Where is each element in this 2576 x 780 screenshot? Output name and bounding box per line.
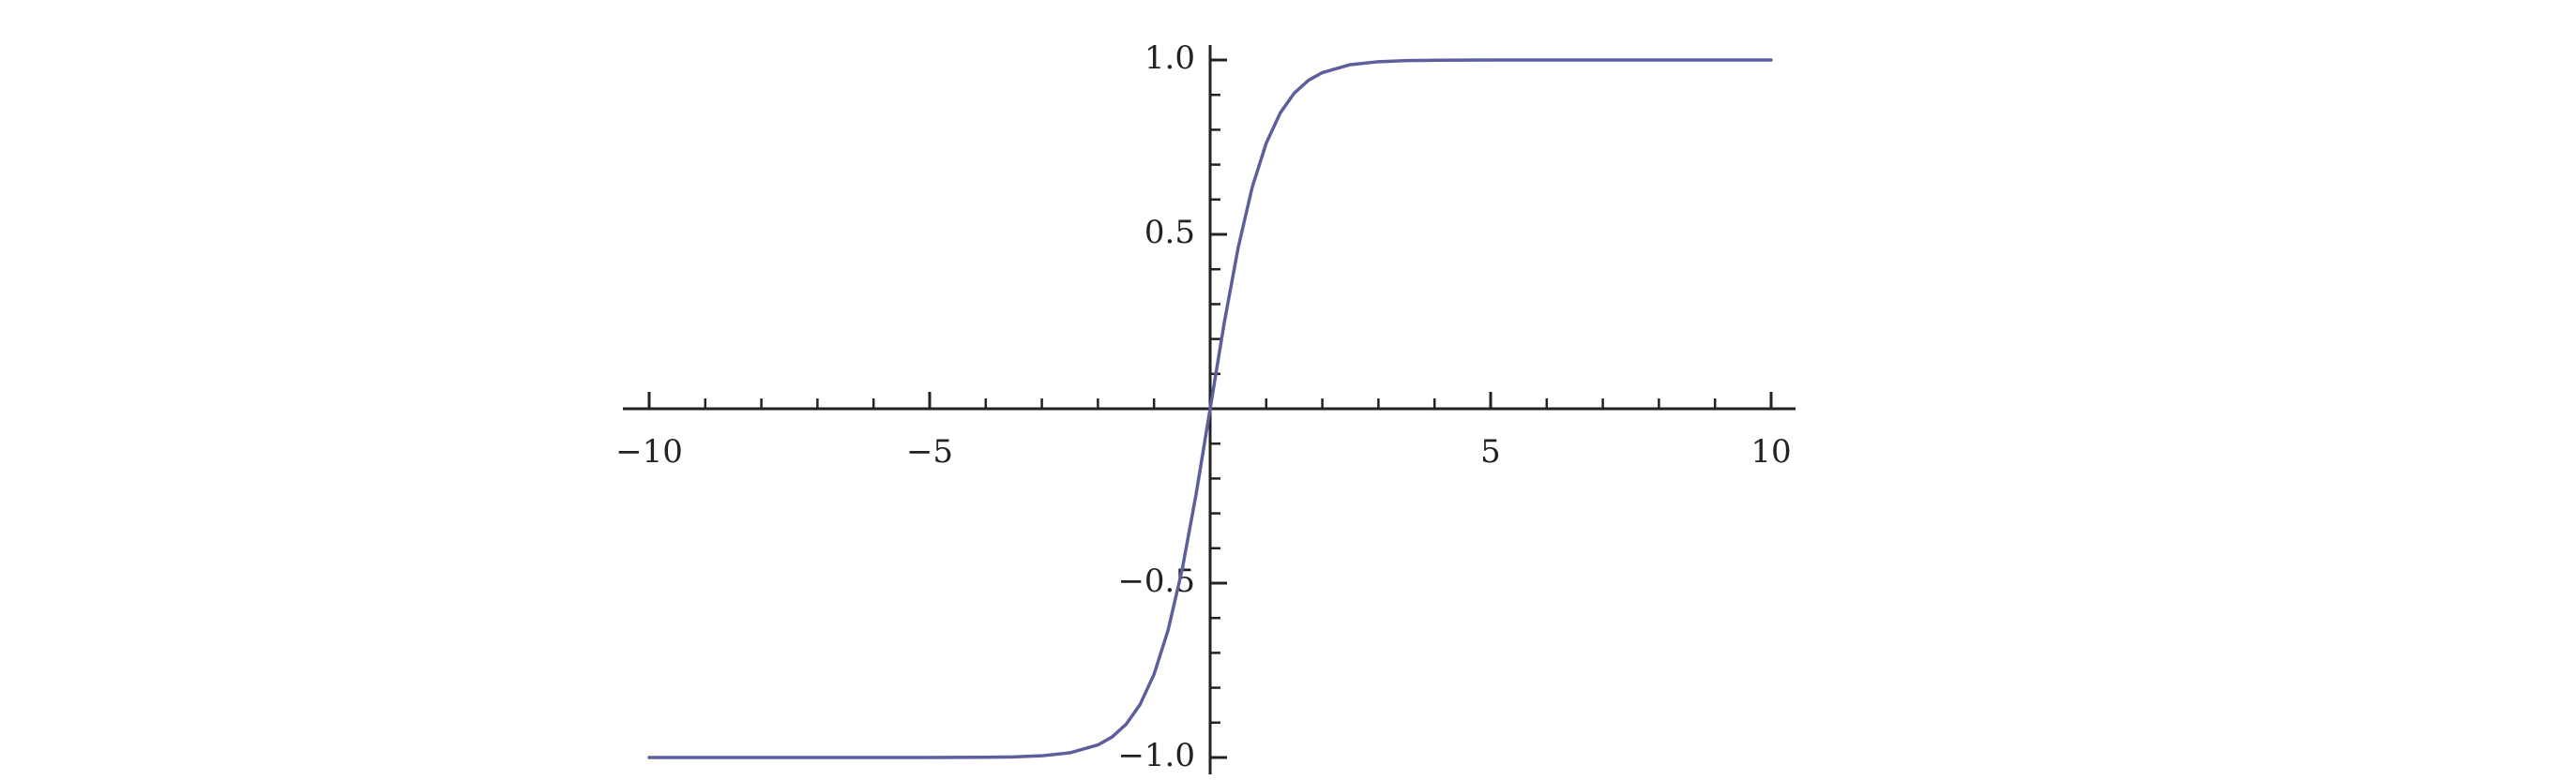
x-tick-label: 5 (1480, 433, 1501, 471)
y-tick-label: −1.0 (1117, 737, 1195, 774)
x-tick-label: −5 (906, 433, 953, 471)
axis-ticks (647, 58, 1773, 759)
axis-tick-labels: −10 −5 5 10−1.0−0.50.51.0 (615, 39, 1792, 774)
series-line (647, 58, 1773, 759)
x-tick-label: −10 (615, 433, 683, 471)
x-tick-label: 10 (1750, 433, 1791, 471)
y-tick-label: 1.0 (1144, 39, 1195, 77)
series-group (647, 58, 1773, 759)
y-tick-label: 0.5 (1144, 214, 1195, 251)
